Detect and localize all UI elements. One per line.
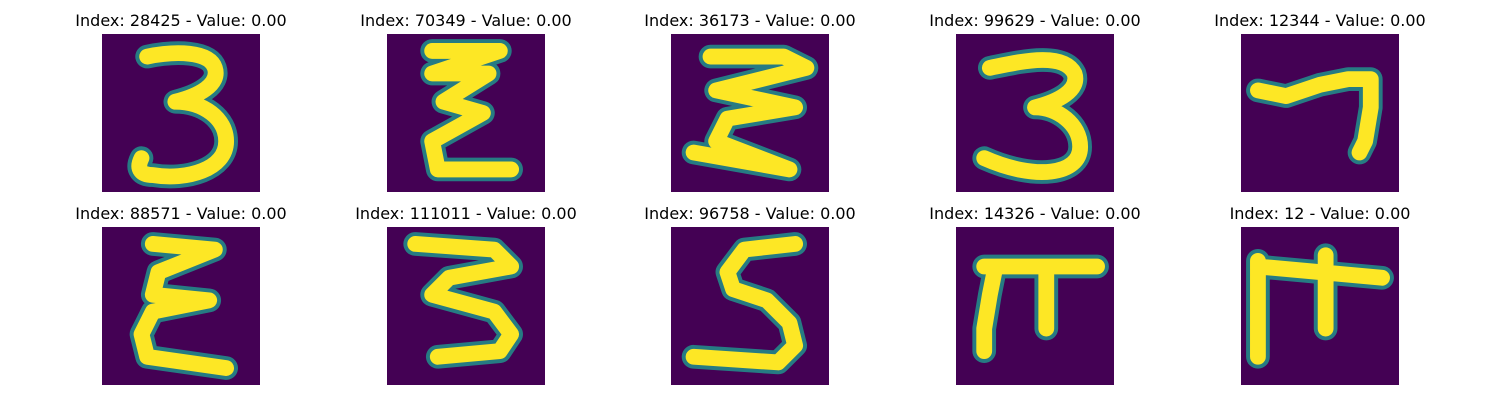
image-panel-3: Index: 36173 - Value: 0.00 bbox=[644, 12, 856, 192]
image-panel-8: Index: 96758 - Value: 0.00 bbox=[644, 205, 856, 385]
image-title: Index: 88571 - Value: 0.00 bbox=[75, 204, 287, 223]
digit-image bbox=[956, 227, 1114, 385]
digit-image bbox=[387, 227, 545, 385]
digit-image bbox=[387, 34, 545, 192]
image-title: Index: 99629 - Value: 0.00 bbox=[929, 11, 1141, 30]
digit-image bbox=[102, 34, 260, 192]
digit-image bbox=[671, 34, 829, 192]
image-title: Index: 111011 - Value: 0.00 bbox=[355, 204, 577, 223]
image-panel-5: Index: 12344 - Value: 0.00 bbox=[1214, 12, 1426, 192]
image-panel-2: Index: 70349 - Value: 0.00 bbox=[360, 12, 572, 192]
image-panel-4: Index: 99629 - Value: 0.00 bbox=[929, 12, 1141, 192]
image-title: Index: 14326 - Value: 0.00 bbox=[929, 204, 1141, 223]
image-title: Index: 96758 - Value: 0.00 bbox=[644, 204, 856, 223]
digit-image bbox=[1241, 34, 1399, 192]
image-title: Index: 28425 - Value: 0.00 bbox=[75, 11, 287, 30]
image-panel-9: Index: 14326 - Value: 0.00 bbox=[929, 205, 1141, 385]
image-title: Index: 70349 - Value: 0.00 bbox=[360, 11, 572, 30]
digit-image bbox=[102, 227, 260, 385]
image-title: Index: 12344 - Value: 0.00 bbox=[1214, 11, 1426, 30]
image-panel-1: Index: 28425 - Value: 0.00 bbox=[75, 12, 287, 192]
image-title: Index: 12 - Value: 0.00 bbox=[1229, 204, 1411, 223]
image-panel-6: Index: 88571 - Value: 0.00 bbox=[75, 205, 287, 385]
digit-image bbox=[671, 227, 829, 385]
image-panel-7: Index: 111011 - Value: 0.00 bbox=[355, 205, 577, 385]
digit-image bbox=[1241, 227, 1399, 385]
image-title: Index: 36173 - Value: 0.00 bbox=[644, 11, 856, 30]
image-panel-10: Index: 12 - Value: 0.00 bbox=[1230, 205, 1410, 385]
digit-image bbox=[956, 34, 1114, 192]
